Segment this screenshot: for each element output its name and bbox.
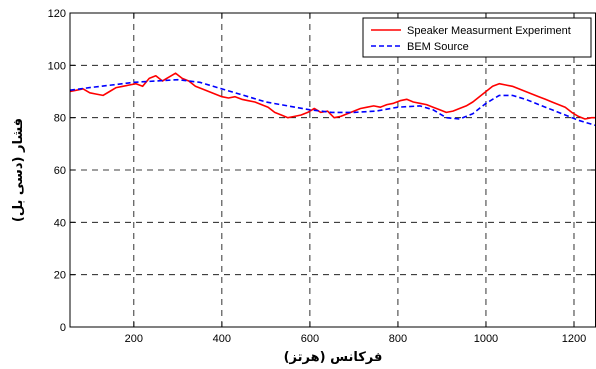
y-tick-label: 40 xyxy=(54,217,66,229)
y-tick-labels: 0 20 40 60 80 100 120 xyxy=(48,8,66,334)
x-tick-labels: 200 400 600 800 1000 1200 xyxy=(125,333,587,345)
series-line-speaker xyxy=(69,72,596,120)
y-tick-label: 60 xyxy=(54,165,66,177)
y-tick-label: 80 xyxy=(54,113,66,125)
x-axis-title: فرکانس (هرتز) xyxy=(284,350,383,365)
grid-lines xyxy=(70,13,596,327)
y-tick-label: 20 xyxy=(54,270,66,282)
y-tick-label: 0 xyxy=(60,322,66,334)
x-tick-label: 800 xyxy=(389,333,407,345)
x-tick-label: 200 xyxy=(125,333,143,345)
x-tick-marks xyxy=(133,13,575,327)
legend-label-speaker: Speaker Measurment Experiment xyxy=(407,25,571,37)
y-tick-label: 120 xyxy=(48,8,66,20)
legend-box xyxy=(362,17,592,58)
x-tick-label: 1000 xyxy=(474,333,498,345)
y-tick-label: 100 xyxy=(48,60,66,72)
series-line-bem xyxy=(69,78,596,127)
legend: Speaker Measurment Experiment BEM Source xyxy=(362,17,592,58)
legend-label-bem: BEM Source xyxy=(407,41,469,53)
y-axis-title: فشار (دسی بل) xyxy=(11,118,26,222)
series-lines xyxy=(69,72,596,127)
x-tick-label: 400 xyxy=(213,333,231,345)
x-tick-label: 600 xyxy=(301,333,319,345)
x-tick-label: 1200 xyxy=(562,333,586,345)
